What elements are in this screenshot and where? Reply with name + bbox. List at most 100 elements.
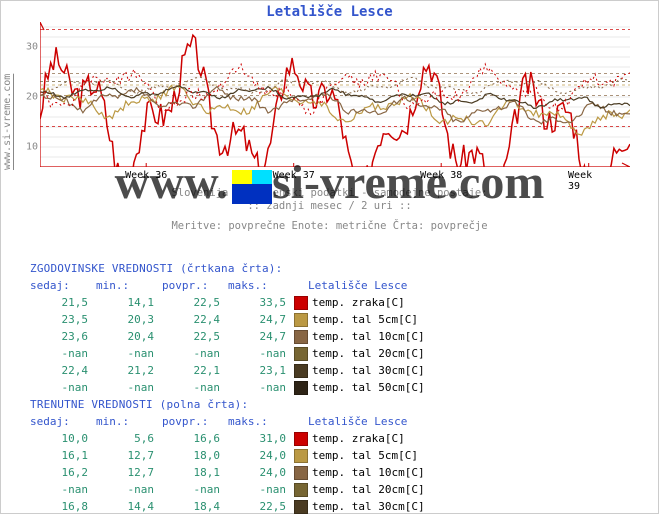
legend-swatch [294,330,308,344]
col-header: sedaj: [30,277,96,294]
legend-swatch [294,483,308,497]
source-link[interactable]: www.si-vreme.com [2,74,13,170]
legend-swatch [294,466,308,480]
legend-label: temp. tal 20cm[C] [312,347,425,360]
value-cell: -nan [96,481,162,498]
legend-swatch [294,381,308,395]
legend-cell: temp. zraka[C] [294,430,433,447]
legend-cell: temp. tal 30cm[C] [294,498,433,514]
value-cell: -nan [228,345,294,362]
value-cell: 12,7 [96,447,162,464]
caption-line-3: Meritve: povprečne Enote: metrične Črta:… [0,220,659,232]
y-tick: 20 [26,92,38,103]
table-row: 16,814,418,422,5temp. tal 30cm[C] [30,498,433,514]
legend-cell: temp. tal 10cm[C] [294,328,433,345]
y-axis-ticks: 102030 [20,22,38,167]
value-cell: -nan [162,345,228,362]
legend-swatch [294,347,308,361]
source-vertical-label[interactable]: www.si-vreme.com [2,50,16,170]
table-header-row: sedaj:min.:povpr.:maks.:Letališče Lesce [30,277,433,294]
value-cell: 24,0 [228,464,294,481]
legend-label: temp. zraka[C] [312,432,405,445]
legend-swatch [294,500,308,514]
col-header: maks.: [228,413,294,430]
col-header: povpr.: [162,413,228,430]
value-cell: 31,0 [228,430,294,447]
value-cell: 23,6 [30,328,96,345]
table-header-row: sedaj:min.:povpr.:maks.:Letališče Lesce [30,413,433,430]
value-cell: 23,1 [228,362,294,379]
value-cell: 12,7 [96,464,162,481]
value-cell: -nan [162,379,228,396]
value-cell: -nan [30,345,96,362]
value-cell: -nan [96,379,162,396]
legend-swatch [294,313,308,327]
value-cell: 14,4 [96,498,162,514]
legend-label: temp. tal 50cm[C] [312,381,425,394]
value-cell: 22,1 [162,362,228,379]
legend-swatch [294,364,308,378]
legend-cell: temp. zraka[C] [294,294,433,311]
col-header: min.: [96,413,162,430]
value-cell: 33,5 [228,294,294,311]
table-row: -nan-nan-nan-nantemp. tal 50cm[C] [30,379,433,396]
curr-title: TRENUTNE VREDNOSTI (polna črta): [30,396,433,413]
col-header: min.: [96,277,162,294]
legend-cell: temp. tal 5cm[C] [294,447,433,464]
legend-cell: temp. tal 30cm[C] [294,362,433,379]
hist-title: ZGODOVINSKE VREDNOSTI (črtkana črta): [30,260,433,277]
value-cell: 10,0 [30,430,96,447]
value-cell: 22,5 [162,328,228,345]
col-header: sedaj: [30,413,96,430]
value-cell: -nan [30,379,96,396]
table-row: 22,421,222,123,1temp. tal 30cm[C] [30,362,433,379]
legend-cell: temp. tal 5cm[C] [294,311,433,328]
legend-label: temp. zraka[C] [312,296,405,309]
legend-cell: temp. tal 50cm[C] [294,379,433,396]
value-cell: -nan [96,345,162,362]
value-cell: 23,5 [30,311,96,328]
value-cell: 20,3 [96,311,162,328]
legend-label: temp. tal 10cm[C] [312,330,425,343]
legend-cell: temp. tal 20cm[C] [294,345,433,362]
table-row: 23,620,422,524,7temp. tal 10cm[C] [30,328,433,345]
x-tick: Week 36 [125,170,167,181]
legend-title: Letališče Lesce [294,413,433,430]
legend-title: Letališče Lesce [294,277,433,294]
legend-label: temp. tal 30cm[C] [312,364,425,377]
value-cell: 16,8 [30,498,96,514]
y-tick: 30 [26,42,38,53]
value-cell: 18,0 [162,447,228,464]
legend-label: temp. tal 10cm[C] [312,466,425,479]
value-cell: 16,1 [30,447,96,464]
timeseries-chart [40,22,630,167]
curr-table: sedaj:min.:povpr.:maks.:Letališče Lesce1… [30,413,433,514]
table-row: 16,112,718,024,0temp. tal 5cm[C] [30,447,433,464]
legend-label: temp. tal 5cm[C] [312,449,418,462]
value-cell: -nan [228,481,294,498]
value-cell: -nan [228,379,294,396]
col-header: maks.: [228,277,294,294]
value-cell: 21,5 [30,294,96,311]
caption-line-1: Slovenija - vremenski podatki - samodejn… [0,187,659,199]
value-cell: 18,4 [162,498,228,514]
legend-label: temp. tal 5cm[C] [312,313,418,326]
table-row: 23,520,322,424,7temp. tal 5cm[C] [30,311,433,328]
col-header: povpr.: [162,277,228,294]
table-row: 16,212,718,124,0 temp. tal 10cm[C] [30,464,433,481]
value-cell: 24,7 [228,311,294,328]
value-cell: 22,5 [162,294,228,311]
value-cell: 14,1 [96,294,162,311]
value-cell: 24,7 [228,328,294,345]
legend-label: temp. tal 20cm[C] [312,483,425,496]
data-tables: ZGODOVINSKE VREDNOSTI (črtkana črta): se… [30,260,433,514]
value-cell: 18,1 [162,464,228,481]
x-tick: Week 37 [273,170,315,181]
value-cell: -nan [30,481,96,498]
legend-cell: temp. tal 10cm[C] [294,464,433,481]
value-cell: 16,2 [30,464,96,481]
value-cell: 22,4 [30,362,96,379]
legend-cell: temp. tal 20cm[C] [294,481,433,498]
legend-swatch [294,432,308,446]
table-row: 21,514,122,533,5 temp. zraka[C] [30,294,433,311]
